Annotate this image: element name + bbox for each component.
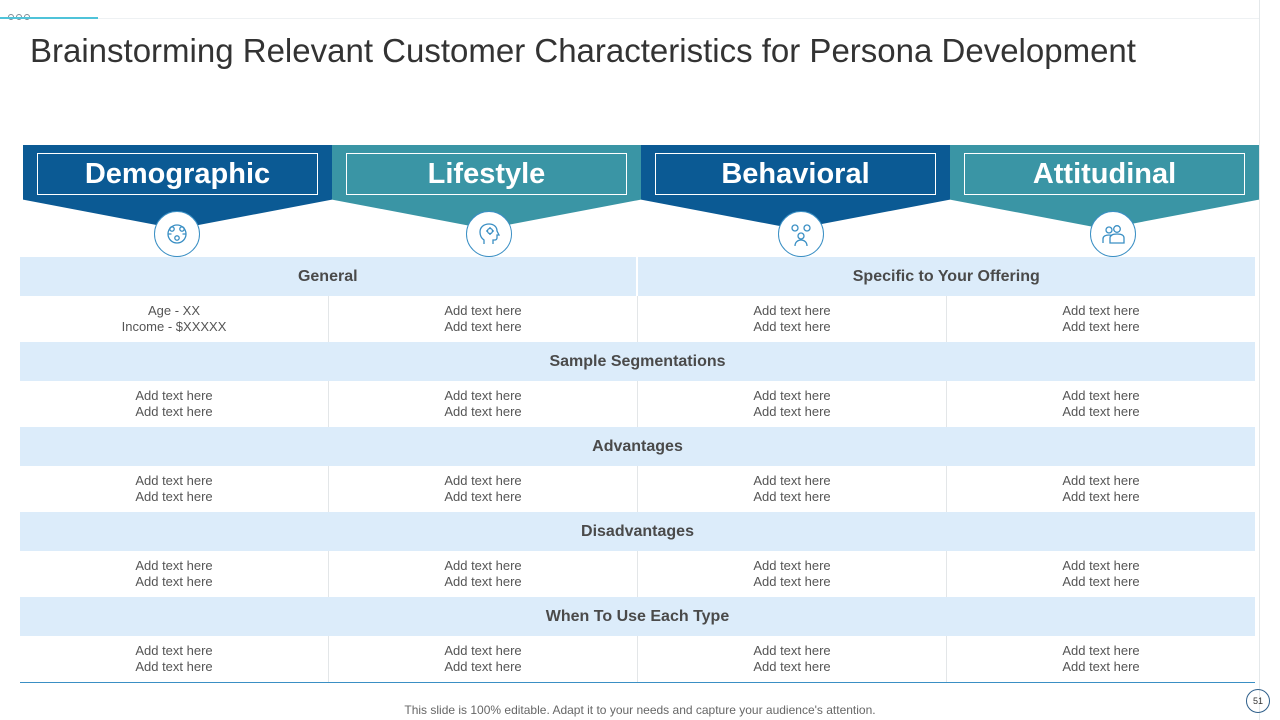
table-cell: Add text here Add text here	[946, 466, 1255, 512]
header-label: Attitudinal	[964, 153, 1245, 195]
cell-line: Add text here	[1062, 489, 1140, 504]
cell-line: Add text here	[753, 319, 831, 334]
table-row: Add text here Add text here Add text here…	[20, 381, 1255, 427]
header-label: Behavioral	[655, 153, 936, 195]
table-cell: Add text here Add text here	[637, 466, 946, 512]
cell-line: Add text here	[753, 574, 831, 589]
table-cell: Add text here Add text here	[637, 381, 946, 427]
table-cell: Add text here Add text here	[328, 636, 637, 682]
cell-line: Add text here	[135, 473, 213, 488]
cell-line: Add text here	[444, 558, 522, 573]
section-header-general: General Specific to Your Offering	[20, 257, 1255, 296]
table-cell: Add text here Add text here	[946, 636, 1255, 682]
table-row: Add text here Add text here Add text here…	[20, 466, 1255, 512]
cell-line: Add text here	[135, 388, 213, 403]
cell-line: Income - $XXXXX	[121, 319, 227, 334]
slide-title: Brainstorming Relevant Customer Characte…	[30, 32, 1136, 69]
cell-line: Add text here	[135, 404, 213, 419]
cell-line: Add text here	[135, 574, 213, 589]
table-cell: Add text here Add text here	[637, 551, 946, 597]
cell-line: Add text here	[1062, 558, 1140, 573]
people-network-icon	[154, 211, 200, 257]
header-label: Demographic	[37, 153, 318, 195]
cell-line: Add text here	[1062, 303, 1140, 318]
table-cell: Add text here Add text here	[328, 466, 637, 512]
cell-line: Add text here	[753, 558, 831, 573]
section-header-advantages: Advantages	[20, 427, 1255, 466]
cell-line: Add text here	[1062, 388, 1140, 403]
table-cell: Add text here Add text here	[946, 551, 1255, 597]
cell-line: Add text here	[444, 473, 522, 488]
footer-note: This slide is 100% editable. Adapt it to…	[404, 703, 876, 717]
cell-line: Age - XX	[147, 303, 201, 318]
cell-line: Add text here	[444, 319, 522, 334]
cell-line: Add text here	[1062, 319, 1140, 334]
page-number: 51	[1246, 689, 1270, 713]
table-cell: Add text here Add text here	[946, 381, 1255, 427]
decorative-top-rule	[98, 18, 1260, 19]
cell-line: Add text here	[753, 659, 831, 674]
section-header-sample: Sample Segmentations	[20, 342, 1255, 381]
cell-line: Add text here	[1062, 574, 1140, 589]
cell-line: Add text here	[444, 388, 522, 403]
section-header-when: When To Use Each Type	[20, 597, 1255, 636]
header-label: Lifestyle	[346, 153, 627, 195]
cell-line: Add text here	[444, 659, 522, 674]
table-row: Age - XX Income - $XXXXX Add text here Add…	[20, 296, 1255, 342]
cell-line: Add text here	[1062, 643, 1140, 658]
table-cell: Add text here Add text here	[637, 296, 946, 342]
cell-line: Add text here	[444, 643, 522, 658]
cell-line: Add text here	[444, 303, 522, 318]
table-cell: Add text here Add text here	[20, 551, 328, 597]
table-cell: Add text here Add text here	[946, 296, 1255, 342]
table-row: Add text here Add text here Add text here…	[20, 636, 1255, 682]
cell-line: Add text here	[135, 659, 213, 674]
section-label: Specific to Your Offering	[852, 267, 1040, 285]
person-gears-icon	[778, 211, 824, 257]
cell-line: Add text here	[753, 643, 831, 658]
cell-line: Add text here	[753, 489, 831, 504]
cell-line: Add text here	[753, 303, 831, 318]
cell-line: Add text here	[444, 404, 522, 419]
cell-line: Add text here	[135, 489, 213, 504]
characteristics-table: General Specific to Your Offering Age - …	[20, 257, 1255, 683]
table-cell: Add text here Add text here	[637, 636, 946, 682]
decorative-accent-line	[0, 17, 98, 19]
cell-line: Add text here	[753, 473, 831, 488]
cell-line: Add text here	[135, 558, 213, 573]
cell-line: Add text here	[444, 489, 522, 504]
table-cell: Age - XX Income - $XXXXX	[20, 296, 328, 342]
cell-line: Add text here	[135, 643, 213, 658]
cell-line: Add text here	[753, 388, 831, 403]
decorative-right-rule	[1259, 0, 1260, 720]
table-bottom-border	[20, 682, 1255, 683]
table-row: Add text here Add text here Add text here…	[20, 551, 1255, 597]
table-cell: Add text here Add text here	[20, 636, 328, 682]
two-people-icon	[1090, 211, 1136, 257]
head-gear-icon	[466, 211, 512, 257]
section-header-disadvantages: Disadvantages	[20, 512, 1255, 551]
cell-line: Add text here	[444, 574, 522, 589]
table-cell: Add text here Add text here	[20, 466, 328, 512]
table-cell: Add text here Add text here	[20, 381, 328, 427]
cell-line: Add text here	[1062, 473, 1140, 488]
table-cell: Add text here Add text here	[328, 381, 637, 427]
section-label: General	[20, 257, 638, 296]
table-cell: Add text here Add text here	[328, 551, 637, 597]
cell-line: Add text here	[1062, 659, 1140, 674]
cell-line: Add text here	[753, 404, 831, 419]
table-cell: Add text here Add text here	[328, 296, 637, 342]
cell-line: Add text here	[1062, 404, 1140, 419]
